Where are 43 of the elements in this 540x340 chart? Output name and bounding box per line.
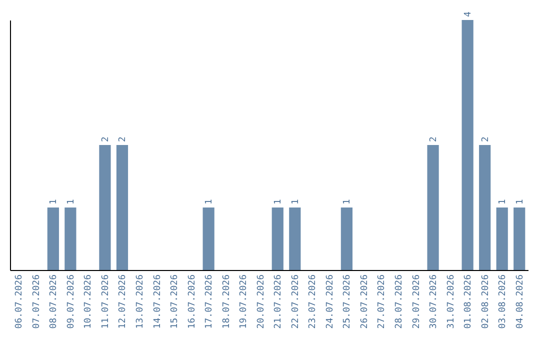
data-label: 2 [100, 136, 111, 142]
x-tick-label: 21.07.2026 [274, 274, 284, 329]
x-tick-label: 02.08.2026 [480, 274, 491, 329]
x-tick-label: 30.07.2026 [429, 274, 440, 329]
x-tick-label: 29.07.2026 [412, 274, 422, 329]
data-label: 1 [204, 199, 215, 204]
x-tick-label: 09.07.2026 [66, 274, 76, 329]
x-tick-label: 16.07.2026 [187, 274, 198, 329]
x-tick-label: 08.07.2026 [49, 274, 60, 329]
x-tick-label: 11.07.2026 [100, 274, 111, 329]
x-tick-label: 03.08.2026 [498, 274, 508, 329]
data-label: 1 [498, 199, 508, 204]
x-tick-label: 28.07.2026 [394, 274, 404, 329]
x-tick-label: 25.07.2026 [342, 274, 353, 329]
data-label: 1 [515, 199, 526, 204]
x-tick-label: 13.07.2026 [136, 274, 146, 329]
data-label: 1 [49, 199, 60, 204]
x-tick-label: 10.07.2026 [84, 274, 94, 329]
data-label: 1 [274, 199, 284, 204]
x-tick-label: 27.07.2026 [377, 274, 388, 329]
x-tick-label: 12.07.2026 [118, 274, 128, 329]
data-label: 4 [464, 12, 474, 17]
x-tick-label: 07.07.2026 [32, 274, 42, 329]
data-label: 1 [290, 199, 301, 204]
x-tick-label: 18.07.2026 [222, 274, 232, 329]
x-tick-label: 14.07.2026 [152, 274, 163, 329]
data-label: 1 [342, 199, 353, 204]
x-tick-label: 24.07.2026 [325, 274, 336, 329]
x-tick-label: 23.07.2026 [308, 274, 318, 329]
data-label: 1 [66, 199, 76, 204]
x-tick-label: 22.07.2026 [290, 274, 301, 329]
x-tick-label: 01.08.2026 [464, 274, 474, 329]
x-tick-label: 06.07.2026 [14, 274, 25, 329]
x-tick-label: 04.08.2026 [515, 274, 526, 329]
x-tick-label: 19.07.2026 [239, 274, 250, 329]
x-tick-label: 15.07.2026 [170, 274, 180, 329]
x-tick-label: 17.07.2026 [204, 274, 215, 329]
x-tick-label: 31.07.2026 [446, 274, 456, 329]
data-label: 2 [480, 136, 491, 142]
data-label: 2 [118, 136, 128, 142]
x-tick-label: 26.07.2026 [360, 274, 370, 329]
x-tick-label: 20.07.2026 [256, 274, 266, 329]
data-label: 2 [429, 136, 440, 142]
